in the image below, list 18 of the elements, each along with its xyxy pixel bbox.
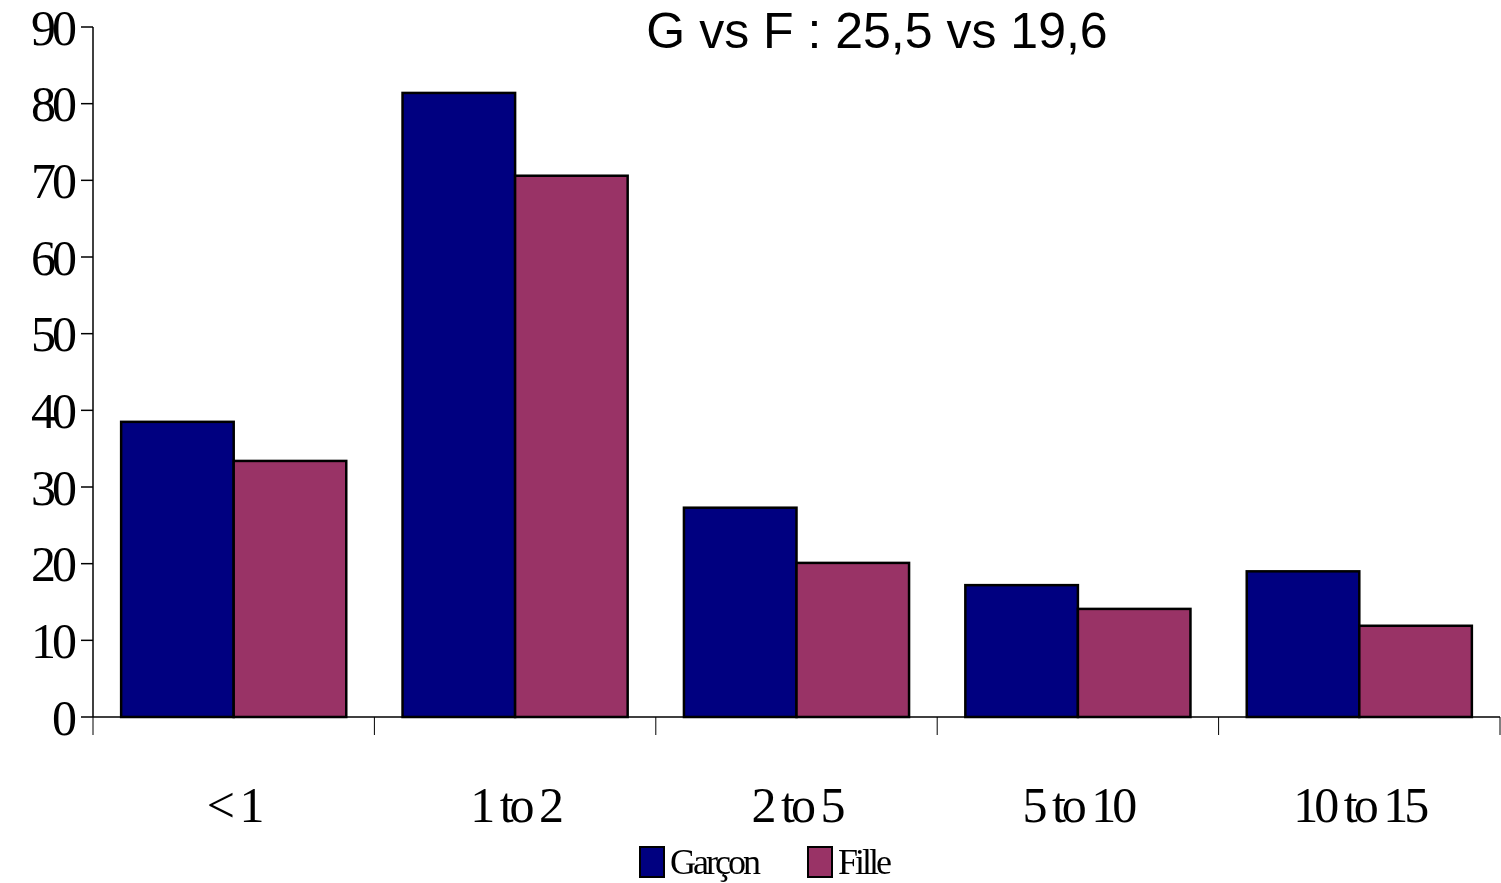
y-tick-label: 90 (31, 0, 76, 56)
legend-label: Garçon (670, 842, 761, 882)
y-tick-label: 50 (31, 306, 76, 363)
x-tick-label: < 1 (206, 777, 262, 833)
y-tick-label: 70 (31, 152, 76, 209)
y-tick-label: 30 (31, 459, 76, 516)
chart-title: G vs F : 25,5 vs 19,6 (646, 3, 1108, 59)
y-tick-label: 10 (31, 612, 76, 669)
x-tick-label: 10 to 15 (1293, 777, 1429, 833)
y-tick-label: 40 (31, 382, 76, 439)
legend-label: Fille (838, 842, 892, 882)
y-tick-label: 20 (31, 536, 76, 593)
x-tick-label: 1 to 2 (470, 777, 563, 833)
y-tick-label: 0 (52, 689, 76, 746)
x-tick-label: 5 to 10 (1022, 777, 1137, 833)
y-tick-label: 80 (31, 76, 76, 133)
y-tick-label: 60 (31, 229, 76, 286)
x-tick-label: 2 to 5 (751, 777, 845, 833)
